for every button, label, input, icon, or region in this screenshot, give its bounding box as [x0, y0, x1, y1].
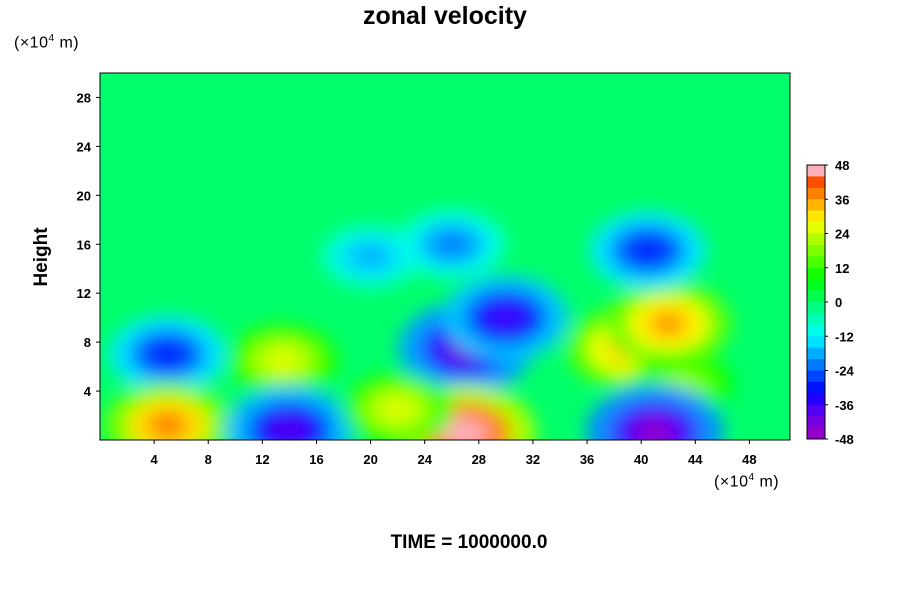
x-unit-prefix: (×10	[714, 473, 749, 491]
heatmap-cell-core	[629, 237, 667, 263]
colorbar-band	[807, 393, 825, 406]
colorbar-band	[807, 347, 825, 360]
heatmap-cell-core	[442, 418, 489, 440]
heatmap-cell-core	[264, 348, 301, 373]
colorbar-band	[807, 244, 825, 257]
colorbar-tick-label: -36	[835, 398, 854, 413]
y-unit-exponent: 4	[48, 33, 55, 44]
x-tick-label: 36	[580, 452, 594, 467]
colorbar-band	[807, 279, 825, 291]
colorbar-band	[807, 427, 825, 440]
y-axis-unit: (×104 m)	[14, 33, 79, 52]
chart-title: zonal velocity	[363, 2, 527, 30]
colorbar-band	[807, 199, 825, 211]
y-tick-label: 20	[77, 188, 91, 203]
x-tick-label: 8	[205, 452, 212, 467]
colorbar-tick-label: -24	[835, 364, 855, 379]
x-tick-label: 20	[363, 452, 377, 467]
colorbar-band	[807, 256, 825, 269]
colorbar-tick-label: -48	[835, 432, 854, 447]
heatmap-cell-core	[648, 310, 689, 338]
colorbar-band	[807, 381, 825, 394]
colorbar-band	[807, 313, 825, 326]
colorbar-band	[807, 290, 825, 303]
x-tick-label: 4	[151, 452, 159, 467]
colorbar-tick-label: 36	[835, 192, 849, 207]
y-tick-label: 12	[77, 286, 91, 301]
colorbar-band	[807, 370, 825, 383]
colorbar-tick-label: 0	[835, 295, 842, 310]
x-tick-label: 48	[742, 452, 756, 467]
colorbar: 48 36 24 12 0 -12 -24 -36 -48	[806, 158, 855, 447]
x-unit-suffix: m)	[754, 473, 780, 491]
heatmap-cell-core	[354, 246, 387, 267]
heatmap-cell-core	[434, 233, 469, 256]
x-tick-label: 28	[472, 452, 486, 467]
x-tick-label: 16	[309, 452, 323, 467]
colorbar-band	[807, 404, 825, 417]
heatmap-cell-core	[148, 341, 187, 367]
colorbar-band	[807, 187, 825, 200]
x-tick-label: 12	[255, 452, 269, 467]
colorbar-band	[807, 359, 825, 371]
x-axis-unit: (×104 m)	[714, 472, 779, 491]
colorbar-band	[807, 210, 825, 223]
time-label: TIME = 1000000.0	[390, 532, 548, 553]
x-tick-label: 32	[526, 452, 540, 467]
colorbar-tick-label: 12	[835, 261, 849, 276]
colorbar-tick-label: 24	[835, 227, 850, 242]
colorbar-band	[807, 267, 825, 280]
colorbar-band	[807, 222, 825, 234]
colorbar-band	[807, 233, 825, 246]
colorbar-band	[807, 324, 825, 337]
y-unit-suffix: m)	[54, 34, 80, 52]
colorbar-band	[807, 336, 825, 348]
heatmap-cell-core	[632, 417, 677, 440]
colorbar-tick-label: -12	[835, 329, 854, 344]
heatmap-cell-core	[485, 304, 526, 332]
colorbar-band	[807, 176, 825, 189]
colorbar-band	[807, 165, 825, 177]
x-tick-label: 44	[688, 452, 703, 467]
y-tick-label: 4	[84, 384, 92, 399]
x-tick-label: 24	[417, 452, 432, 467]
heatmap-cell-core	[147, 411, 189, 440]
heatmap-cell-core	[268, 416, 310, 440]
x-unit-exponent: 4	[748, 472, 755, 483]
y-tick-label: 24	[77, 139, 92, 154]
x-tick-label: 40	[634, 452, 648, 467]
y-tick-label: 28	[77, 90, 91, 105]
plot-frame	[99, 72, 791, 441]
y-tick-label: 16	[77, 237, 91, 252]
colorbar-tick-label: 48	[835, 158, 849, 173]
colorbar-band	[807, 416, 825, 428]
colorbar-band	[807, 302, 825, 314]
y-tick-label: 8	[84, 335, 91, 350]
plot-area	[99, 72, 791, 441]
y-unit-prefix: (×10	[14, 34, 49, 52]
heatmap-cell-core	[379, 397, 416, 422]
